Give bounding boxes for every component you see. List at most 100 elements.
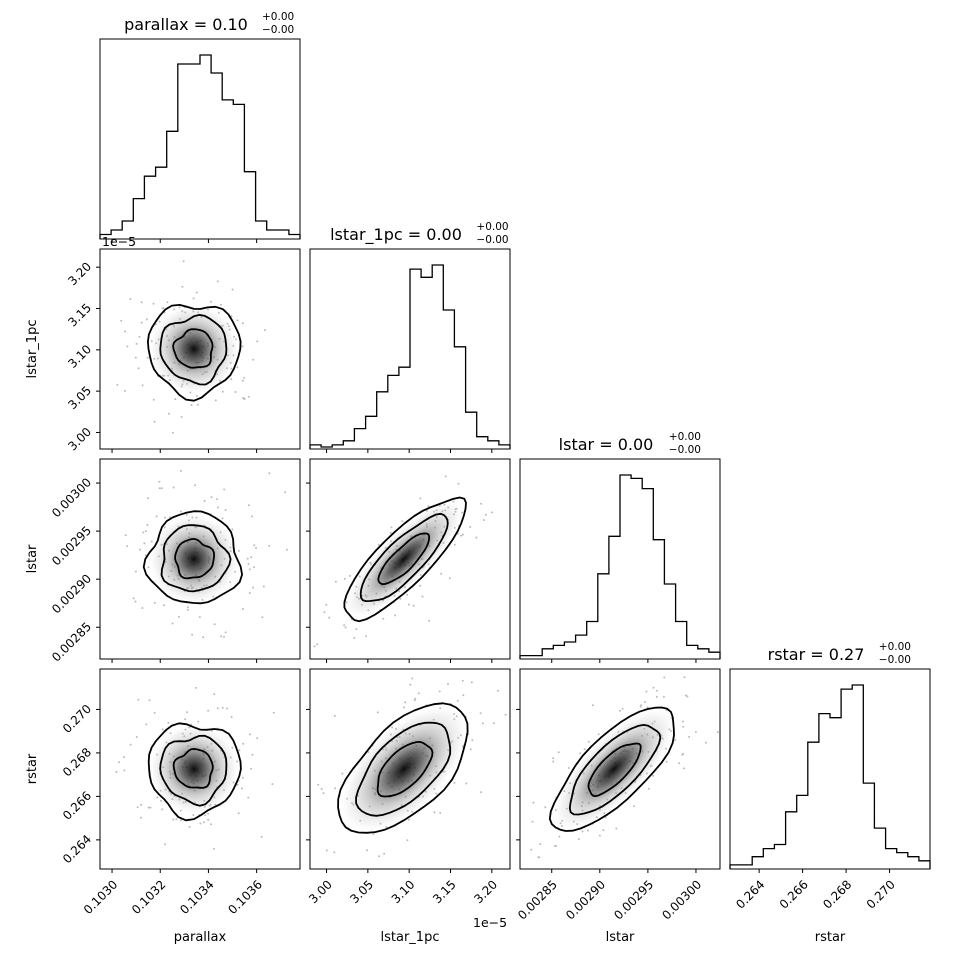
sample-point (213, 623, 216, 626)
sample-point (188, 825, 191, 828)
sample-point (251, 753, 254, 756)
sample-point (126, 545, 129, 548)
sample-point (236, 366, 239, 369)
x-tick-label-parallax: 0.1036 (225, 877, 265, 917)
contour-lstar-vs-parallax-1 (142, 510, 243, 605)
sample-point (158, 480, 161, 483)
sample-point (210, 823, 212, 826)
sample-point (145, 318, 148, 321)
sample-point (247, 395, 250, 398)
sample-point (167, 721, 170, 724)
sample-point (403, 706, 406, 709)
sample-point (252, 358, 255, 361)
sample-point (447, 683, 449, 686)
sample-point (328, 616, 331, 619)
x-tick-label-lstar_1pc: 3.00 (306, 877, 335, 906)
sample-point (674, 739, 677, 741)
sample-point (683, 676, 686, 679)
contour-lstar-vs-parallax-2 (160, 524, 232, 593)
x-offset-label-lstar_1pc: 1e−5 (473, 915, 507, 930)
sample-point (221, 517, 224, 520)
sample-point (406, 839, 409, 842)
sample-point (207, 709, 210, 712)
sample-point (220, 303, 222, 306)
sample-point (161, 728, 164, 731)
sample-point (184, 718, 187, 721)
hist-panel-lstar_1pc-frame (309, 248, 511, 450)
sample-point (146, 524, 149, 526)
y-tick-label-lstar_1pc: 3.00 (65, 425, 94, 454)
sample-point (652, 774, 655, 777)
title-sup-lstar: +0.00 (669, 431, 701, 443)
sample-point (129, 298, 132, 300)
sample-point (144, 530, 147, 533)
sample-point (407, 603, 410, 606)
sample-point (383, 852, 386, 855)
x-tick-label-lstar: 0.00285 (515, 877, 560, 922)
sample-point (241, 345, 244, 348)
x-tick-label-lstar_1pc: 3.15 (430, 877, 459, 906)
sample-point (197, 720, 200, 723)
sample-point (248, 592, 251, 594)
sample-point (615, 827, 618, 830)
sample-point (168, 412, 170, 415)
sample-point (366, 849, 368, 852)
sample-point (243, 376, 246, 379)
sample-point (241, 379, 244, 382)
sample-point (226, 707, 229, 710)
title-sub-lstar: −0.00 (669, 444, 701, 456)
y-tick-label-lstar_1pc: 3.10 (65, 342, 94, 371)
sample-point (552, 757, 555, 760)
sample-point (408, 818, 410, 821)
sample-point (163, 516, 166, 519)
hist-panel-lstar-frame (519, 458, 721, 660)
sample-point (241, 608, 244, 610)
y-axis-label-lstar: lstar (25, 544, 40, 573)
sample-point (440, 572, 443, 575)
sample-point (412, 604, 415, 607)
density-shade (339, 704, 469, 834)
sample-point (531, 820, 534, 823)
sample-point (180, 819, 182, 822)
title-main-parallax: parallax = 0.10 (124, 15, 248, 34)
sample-point (271, 783, 274, 786)
title-sup-rstar: +0.00 (879, 641, 911, 653)
contour-rstar-vs-parallax-3 (172, 748, 214, 789)
sample-point (242, 742, 245, 745)
sample-point (241, 787, 243, 790)
sample-point (633, 805, 635, 808)
sample-point (194, 484, 196, 487)
sample-point (162, 307, 165, 309)
contour-lstar-vs-lstar_1pc-1 (343, 496, 467, 623)
sample-point (141, 384, 144, 387)
sample-point (322, 792, 325, 795)
sample-point (248, 568, 251, 571)
sample-point (461, 679, 464, 682)
sample-point (123, 756, 125, 759)
sample-point (195, 291, 198, 294)
sample-point (139, 816, 142, 819)
sample-point (421, 595, 424, 598)
sample-point (224, 508, 227, 511)
sample-point (129, 743, 132, 746)
x-axis-label-parallax: parallax (174, 930, 227, 945)
hist-panel-rstar-frame (729, 668, 931, 870)
y-tick-label-rstar: 0.264 (60, 832, 94, 866)
sample-point (285, 548, 288, 551)
title-main-rstar: rstar = 0.27 (768, 645, 865, 664)
sample-point (694, 730, 697, 733)
scatter-panel-lstar_1pc-vs-parallax-frame (99, 248, 301, 450)
sample-point (255, 546, 257, 549)
density-layer (115, 260, 719, 859)
sample-point (147, 497, 149, 500)
sample-point (557, 751, 560, 754)
sample-point (230, 378, 233, 381)
sample-point (539, 843, 542, 846)
sample-point (186, 606, 189, 609)
sample-point (389, 531, 392, 534)
y-axis-label-rstar: rstar (25, 753, 40, 784)
sample-point (118, 761, 121, 764)
y-offset-label-lstar_1pc: 1e−5 (102, 234, 136, 249)
sample-point (260, 835, 263, 838)
sample-point (207, 812, 210, 815)
